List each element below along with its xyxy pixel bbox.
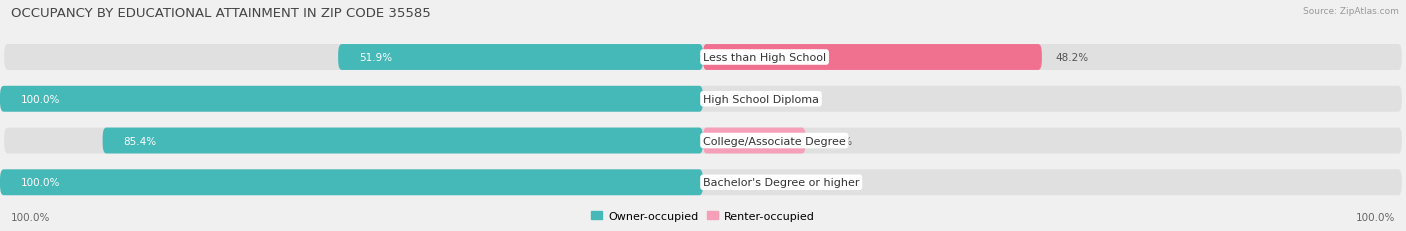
Text: Source: ZipAtlas.com: Source: ZipAtlas.com [1303, 7, 1399, 16]
Text: 0.0%: 0.0% [717, 177, 744, 188]
Text: Less than High School: Less than High School [703, 53, 827, 63]
FancyBboxPatch shape [4, 128, 1402, 154]
Text: 85.4%: 85.4% [124, 136, 157, 146]
FancyBboxPatch shape [703, 45, 1042, 71]
Text: 100.0%: 100.0% [21, 94, 60, 104]
FancyBboxPatch shape [4, 170, 1402, 195]
Text: 51.9%: 51.9% [360, 53, 392, 63]
FancyBboxPatch shape [703, 128, 806, 154]
Text: Bachelor's Degree or higher: Bachelor's Degree or higher [703, 177, 859, 188]
Text: OCCUPANCY BY EDUCATIONAL ATTAINMENT IN ZIP CODE 35585: OCCUPANCY BY EDUCATIONAL ATTAINMENT IN Z… [11, 7, 432, 20]
FancyBboxPatch shape [103, 128, 703, 154]
Text: 100.0%: 100.0% [1355, 212, 1395, 222]
FancyBboxPatch shape [4, 45, 1402, 71]
FancyBboxPatch shape [0, 170, 703, 195]
Text: 48.2%: 48.2% [1056, 53, 1090, 63]
FancyBboxPatch shape [4, 86, 1402, 112]
Text: 100.0%: 100.0% [11, 212, 51, 222]
FancyBboxPatch shape [0, 86, 703, 112]
Text: 100.0%: 100.0% [21, 177, 60, 188]
Text: 14.6%: 14.6% [820, 136, 853, 146]
Text: High School Diploma: High School Diploma [703, 94, 820, 104]
Legend: Owner-occupied, Renter-occupied: Owner-occupied, Renter-occupied [586, 207, 820, 225]
Text: 0.0%: 0.0% [717, 94, 744, 104]
FancyBboxPatch shape [339, 45, 703, 71]
Text: College/Associate Degree: College/Associate Degree [703, 136, 846, 146]
